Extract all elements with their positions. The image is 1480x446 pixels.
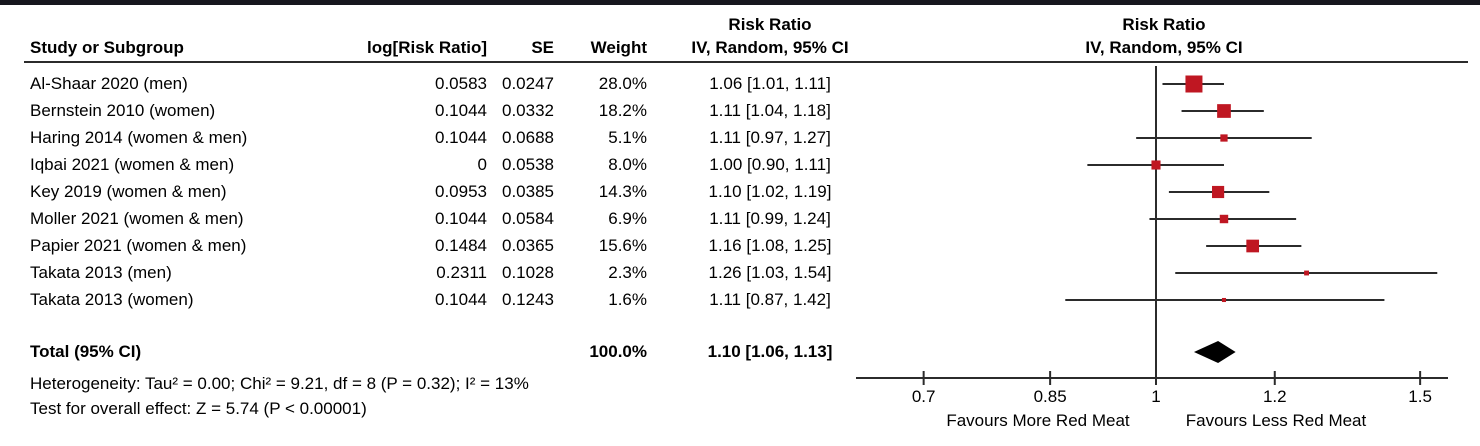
weight-cell: 6.9% <box>608 209 647 228</box>
log-rr-cell: 0.1044 <box>435 101 487 120</box>
ci-cell: 1.11 [0.87, 1.42] <box>709 290 831 309</box>
axis-tick-label: 1.2 <box>1262 387 1287 406</box>
log-rr-cell: 0.1484 <box>435 236 487 255</box>
axis-tick-label: 0.85 <box>1033 387 1067 406</box>
ci-cell: 1.00 [0.90, 1.11] <box>709 155 831 174</box>
favours-left-label: Favours More Red Meat <box>946 411 1130 430</box>
effect-square <box>1246 239 1260 253</box>
weight-cell: 5.1% <box>608 128 647 147</box>
ci-cell: 1.11 [0.97, 1.27] <box>709 128 831 147</box>
study-row: Takata 2013 (women) 0.1044 0.1243 1.6% 1… <box>0 287 1480 313</box>
study-row: Moller 2021 (women & men) 0.1044 0.0584 … <box>0 206 1480 232</box>
se-cell: 0.0584 <box>502 209 554 228</box>
header-underline <box>24 61 1468 63</box>
study-name-cell: Bernstein 2010 (women) <box>30 101 216 120</box>
log-rr-cell: 0 <box>477 155 487 174</box>
column-header-study: Study or Subgroup <box>30 38 184 57</box>
effect-square <box>1185 75 1203 93</box>
total-row: Total (95% CI) 100.0% 1.10 [1.06, 1.13] <box>0 339 1480 365</box>
se-cell: 0.0332 <box>502 101 554 120</box>
weight-cell: 2.3% <box>608 263 647 282</box>
log-rr-cell: 0.1044 <box>435 128 487 147</box>
study-name-cell: Takata 2013 (men) <box>30 263 172 282</box>
study-name-cell: Haring 2014 (women & men) <box>30 128 248 147</box>
se-cell: 0.1243 <box>502 290 554 309</box>
log-rr-cell: 0.0953 <box>435 182 487 201</box>
plot-header-ci-method: IV, Random, 95% CI <box>1085 38 1243 57</box>
axis-tick-label: 0.7 <box>911 387 936 406</box>
weight-cell: 28.0% <box>598 74 647 93</box>
effect-square <box>1212 185 1225 199</box>
effect-square <box>1221 297 1227 303</box>
se-cell: 0.0688 <box>502 128 554 147</box>
study-row: Al-Shaar 2020 (men) 0.0583 0.0247 28.0% … <box>0 71 1480 97</box>
plot-column-title: Risk Ratio <box>1122 15 1206 34</box>
total-label: Total (95% CI) <box>30 342 142 361</box>
study-row: Key 2019 (women & men) 0.0953 0.0385 14.… <box>0 179 1480 205</box>
log-rr-cell: 0.1044 <box>435 290 487 309</box>
se-cell: 0.1028 <box>502 263 554 282</box>
overall-effect-note: Test for overall effect: Z = 5.74 (P < 0… <box>30 399 367 418</box>
ci-cell: 1.06 [1.01, 1.11] <box>709 74 831 93</box>
effect-square <box>1304 270 1309 276</box>
effect-square <box>1151 160 1161 170</box>
axis-tick-label: 1 <box>1151 387 1161 406</box>
column-header-log-rr: log[Risk Ratio] <box>367 38 487 57</box>
weight-cell: 8.0% <box>608 155 647 174</box>
study-row: Bernstein 2010 (women) 0.1044 0.0332 18.… <box>0 98 1480 124</box>
study-row: Haring 2014 (women & men) 0.1044 0.0688 … <box>0 125 1480 151</box>
study-name-cell: Papier 2021 (women & men) <box>30 236 247 255</box>
effect-square <box>1219 214 1229 224</box>
column-header-se: SE <box>531 38 554 57</box>
se-cell: 0.0538 <box>502 155 554 174</box>
weight-cell: 14.3% <box>598 182 647 201</box>
ci-cell: 1.16 [1.08, 1.25] <box>708 236 832 255</box>
column-header-weight: Weight <box>590 38 647 57</box>
study-row: Iqbai 2021 (women & men) 0 0.0538 8.0% 1… <box>0 152 1480 178</box>
study-name-cell: Al-Shaar 2020 (men) <box>30 74 188 93</box>
log-rr-cell: 0.0583 <box>435 74 487 93</box>
favours-right-label: Favours Less Red Meat <box>1185 411 1367 430</box>
study-row: Takata 2013 (men) 0.2311 0.1028 2.3% 1.2… <box>0 260 1480 286</box>
ci-cell: 1.11 [0.99, 1.24] <box>709 209 831 228</box>
log-rr-cell: 0.1044 <box>435 209 487 228</box>
total-weight: 100.0% <box>589 342 647 361</box>
top-border-bar <box>0 0 1480 5</box>
effect-square <box>1220 134 1228 142</box>
se-cell: 0.0385 <box>502 182 554 201</box>
log-rr-cell: 0.2311 <box>436 263 487 282</box>
effect-square <box>1217 104 1231 118</box>
se-cell: 0.0247 <box>502 74 554 93</box>
ci-cell: 1.26 [1.03, 1.54] <box>708 263 832 282</box>
weight-cell: 15.6% <box>598 236 647 255</box>
study-name-cell: Takata 2013 (women) <box>30 290 194 309</box>
weight-cell: 1.6% <box>608 290 647 309</box>
study-name-cell: Iqbai 2021 (women & men) <box>30 155 235 174</box>
effect-column-title: Risk Ratio <box>728 15 812 34</box>
heterogeneity-note: Heterogeneity: Tau² = 0.00; Chi² = 9.21,… <box>30 374 529 393</box>
ci-cell: 1.11 [1.04, 1.18] <box>709 101 831 120</box>
se-cell: 0.0365 <box>502 236 554 255</box>
pooled-diamond <box>1193 341 1236 363</box>
study-row: Papier 2021 (women & men) 0.1484 0.0365 … <box>0 233 1480 259</box>
ci-cell: 1.10 [1.02, 1.19] <box>708 182 832 201</box>
column-header-ci-method: IV, Random, 95% CI <box>691 38 849 57</box>
weight-cell: 18.2% <box>598 101 647 120</box>
study-name-cell: Key 2019 (women & men) <box>30 182 227 201</box>
axis-tick-label: 1.5 <box>1408 387 1432 406</box>
study-name-cell: Moller 2021 (women & men) <box>30 209 244 228</box>
total-ci: 1.10 [1.06, 1.13] <box>707 342 833 361</box>
